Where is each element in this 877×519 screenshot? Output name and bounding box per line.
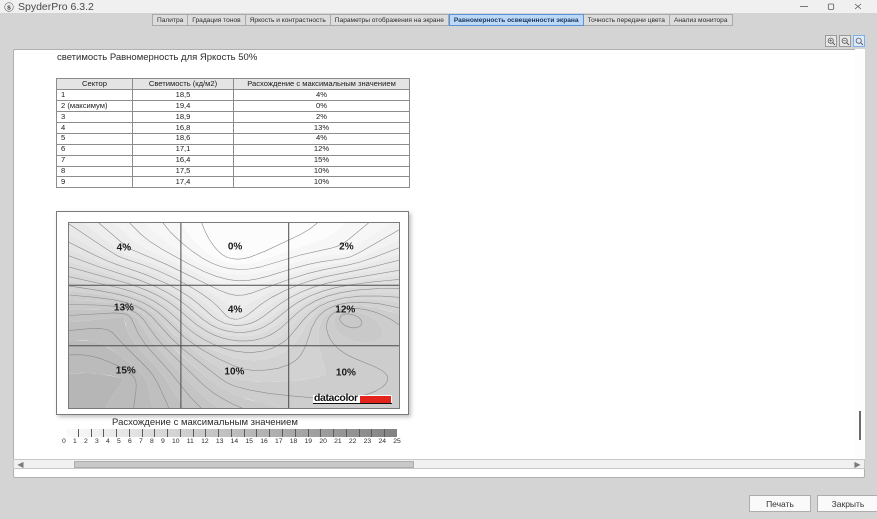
svg-text:S: S	[7, 5, 11, 11]
